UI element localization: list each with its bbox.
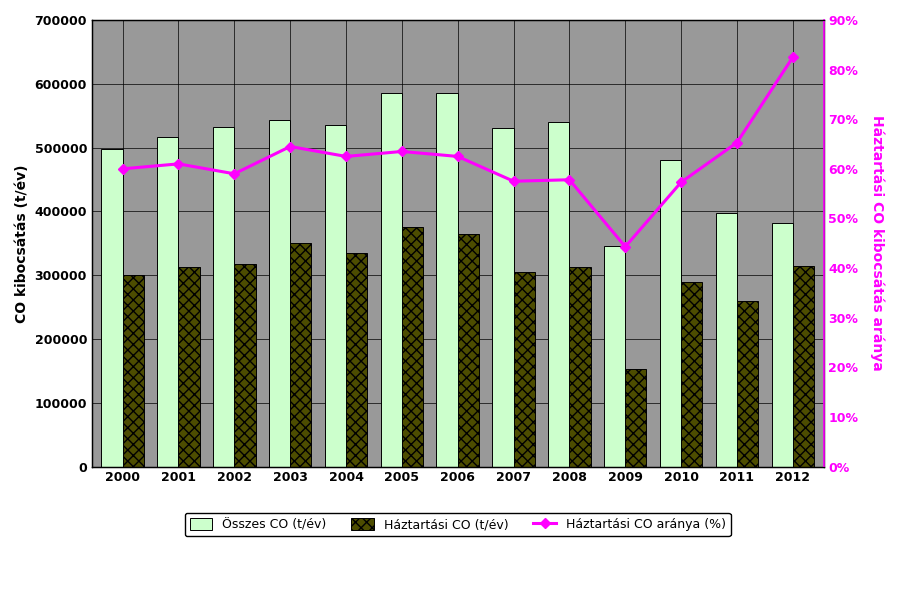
Bar [179, 267, 200, 467]
Bar [569, 268, 591, 467]
Bar [716, 213, 737, 467]
Bar [102, 149, 122, 467]
Bar [437, 93, 458, 467]
Bar [380, 93, 402, 467]
Bar [325, 125, 346, 467]
Bar [213, 126, 235, 467]
Bar [290, 243, 311, 467]
Bar [626, 369, 646, 467]
Bar [681, 282, 702, 467]
Bar [771, 223, 793, 467]
Bar [346, 253, 368, 467]
Bar [458, 234, 479, 467]
Bar [157, 137, 179, 467]
Bar [493, 129, 513, 467]
Bar [402, 228, 423, 467]
Bar [793, 265, 814, 467]
Bar [513, 272, 535, 467]
Y-axis label: CO kibocsátás (t/év): CO kibocsátás (t/év) [15, 164, 29, 323]
Bar [737, 301, 758, 467]
Bar [122, 275, 144, 467]
Y-axis label: Háztartási CO kibocsátás aránya: Háztartási CO kibocsátás aránya [869, 115, 884, 371]
Legend: Összes CO (t/év), Háztartási CO (t/év), Háztartási CO aránya (%): Összes CO (t/év), Háztartási CO (t/év), … [184, 512, 731, 536]
Bar [604, 246, 626, 467]
Bar [269, 120, 290, 467]
Bar [235, 264, 255, 467]
Bar [660, 160, 681, 467]
Bar [548, 122, 569, 467]
